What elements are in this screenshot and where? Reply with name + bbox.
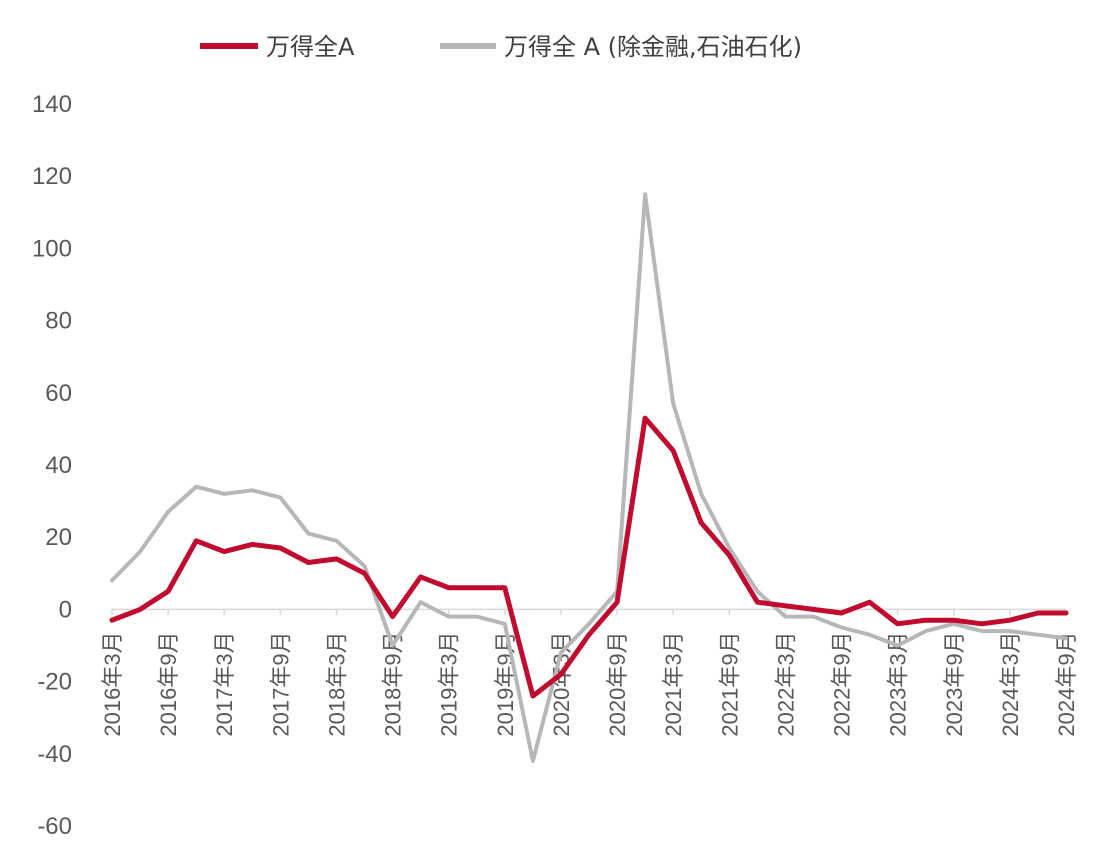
x-tick-label: 2020年9月: [605, 631, 630, 736]
y-tick-label: -40: [37, 741, 72, 768]
x-tick-label: 2017年3月: [212, 631, 237, 736]
y-tick-label: 140: [32, 91, 72, 118]
y-tick-label: 0: [59, 596, 72, 623]
y-tick-label: 80: [45, 308, 72, 335]
y-tick-label: 20: [45, 524, 72, 551]
x-tick-label: 2018年9月: [381, 631, 406, 736]
x-tick-label: 2018年3月: [324, 631, 349, 736]
y-tick-label: -60: [37, 813, 72, 840]
x-tick-label: 2021年3月: [661, 631, 686, 736]
series-line-wind-all-a-ex-financials: [110, 192, 1068, 763]
y-tick-label: -20: [37, 669, 72, 696]
legend: 万得全A 万得全 A (除金融,石油石化): [200, 33, 802, 61]
x-tick-label: 2023年9月: [942, 631, 967, 736]
legend-label-wind-all-a-ex-financials: 万得全 A (除金融,石油石化): [504, 33, 802, 61]
x-tick-label: 2019年9月: [493, 631, 518, 736]
x-tick-label: 2019年3月: [437, 631, 462, 736]
x-tick-label: 2024年3月: [998, 631, 1023, 736]
legend-label-wind-all-a: 万得全A: [266, 33, 355, 61]
x-tick-label: 2021年9月: [717, 631, 742, 736]
x-tick-label: 2022年9月: [830, 631, 855, 736]
x-tick-label: 2017年9月: [268, 631, 293, 736]
y-tick-label: 100: [32, 235, 72, 262]
series-layer: [109, 192, 1069, 763]
x-axis: 2016年3月 2016年9月 2017年3月 2017年9月 2018年3月 2018年…: [100, 609, 1079, 737]
x-tick-label: 2016年9月: [156, 631, 181, 736]
x-tick-label: 2022年3月: [773, 631, 798, 736]
y-tick-label: 60: [45, 380, 72, 407]
y-axis: -60 -40 -20 0 20 40 60 80 100 120 140: [32, 91, 72, 840]
series-line-wind-all-a: [109, 415, 1069, 699]
x-tick-label: 2023年3月: [886, 631, 911, 736]
x-tick-label: 2024年9月: [1054, 631, 1079, 736]
y-tick-label: 40: [45, 452, 72, 479]
x-tick-label: 2016年3月: [100, 631, 125, 736]
y-tick-label: 120: [32, 163, 72, 190]
